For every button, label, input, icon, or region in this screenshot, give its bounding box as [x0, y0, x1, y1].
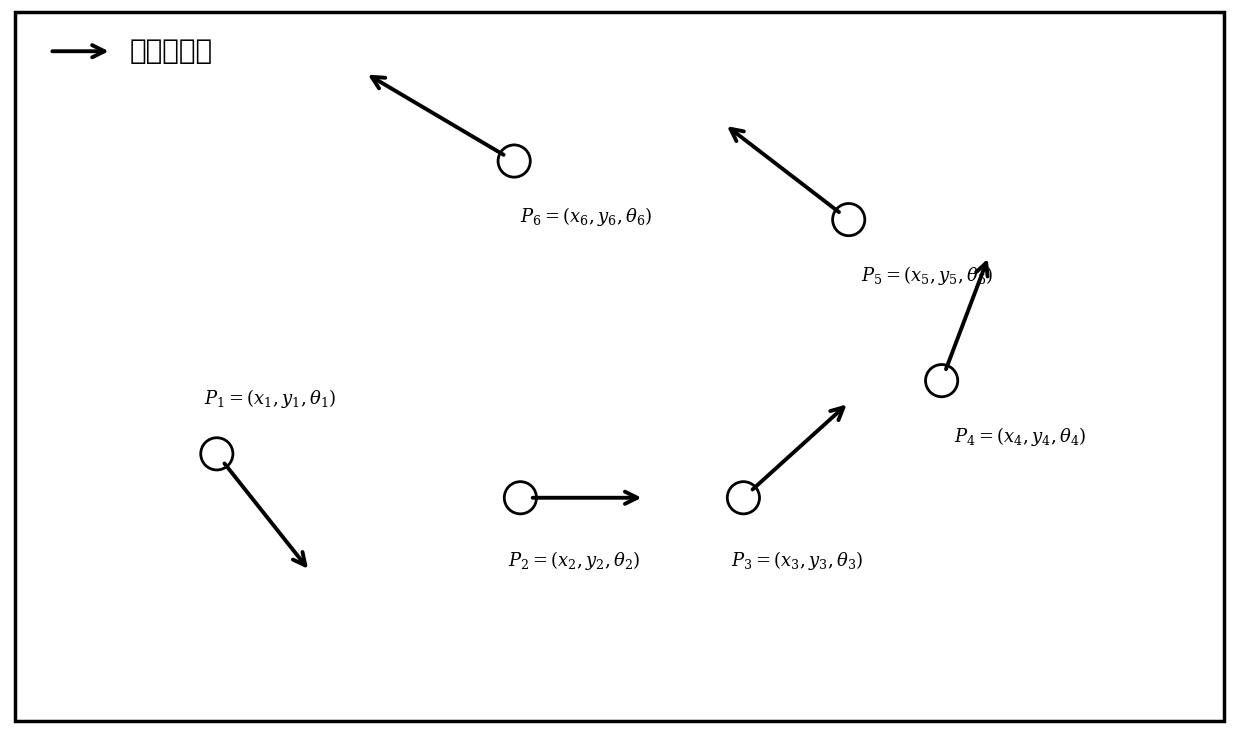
Text: $P_2=(x_2,y_2,\theta_2)$: $P_2=(x_2,y_2,\theta_2)$ — [508, 549, 641, 572]
Text: 横摇角方向: 横摇角方向 — [130, 37, 213, 65]
Text: $P_5=(x_5,y_5,\theta_5)$: $P_5=(x_5,y_5,\theta_5)$ — [861, 264, 994, 286]
Text: $P_4=(x_4,y_4,\theta_4)$: $P_4=(x_4,y_4,\theta_4)$ — [954, 425, 1087, 447]
Text: $P_3=(x_3,y_3,\theta_3)$: $P_3=(x_3,y_3,\theta_3)$ — [731, 549, 864, 572]
Text: $P_1=(x_1,y_1,\theta_1)$: $P_1=(x_1,y_1,\theta_1)$ — [204, 387, 337, 410]
FancyBboxPatch shape — [15, 12, 1224, 721]
Text: $P_6=(x_6,y_6,\theta_6)$: $P_6=(x_6,y_6,\theta_6)$ — [520, 205, 653, 228]
